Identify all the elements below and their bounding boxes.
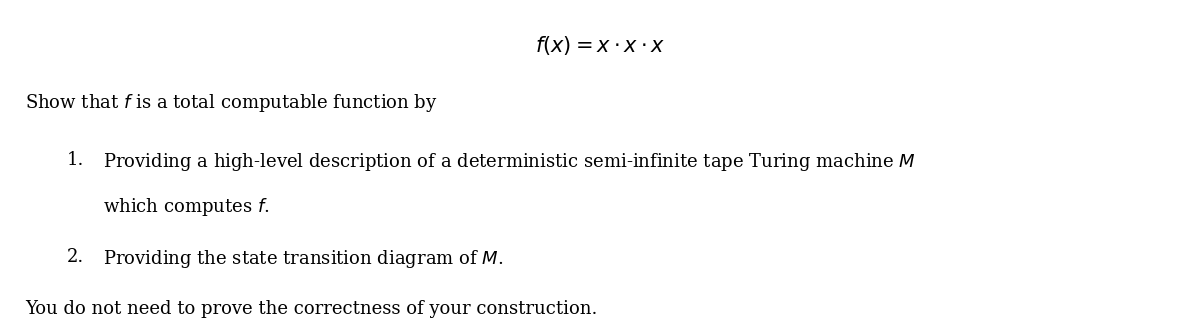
- Text: 1.: 1.: [67, 150, 85, 168]
- Text: Show that $f$ is a total computable function by: Show that $f$ is a total computable func…: [25, 92, 438, 114]
- Text: which computes $f$.: which computes $f$.: [103, 196, 270, 218]
- Text: $f(x) = x \cdot x \cdot x$: $f(x) = x \cdot x \cdot x$: [535, 34, 665, 57]
- Text: You do not need to prove the correctness of your construction.: You do not need to prove the correctness…: [25, 300, 598, 318]
- Text: 2.: 2.: [67, 248, 84, 266]
- Text: Providing the state transition diagram of $M$.: Providing the state transition diagram o…: [103, 248, 504, 270]
- Text: Providing a high-level description of a deterministic semi-infinite tape Turing : Providing a high-level description of a …: [103, 150, 916, 173]
